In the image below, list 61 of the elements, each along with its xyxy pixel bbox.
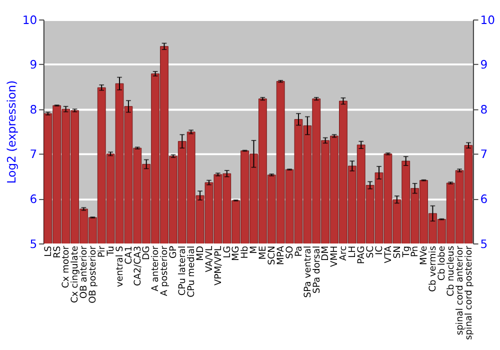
- x-tick-label: Cb lobe: [436, 246, 448, 281]
- x-tick-label: CPu lateral: [177, 246, 188, 296]
- x-tick-label: DG: [141, 246, 152, 260]
- x-tick-label: OB anterior: [78, 246, 90, 299]
- x-tick-label: VTA: [382, 245, 394, 264]
- y2-tick-label: 10: [480, 12, 495, 27]
- x-tick-label: SPa ventral: [302, 246, 314, 298]
- x-tick-label: Arc: [338, 246, 350, 261]
- x-tick-label: VMH: [329, 246, 340, 267]
- x-tick-label: spinal cord anterior: [454, 246, 466, 336]
- x-tick-label: Cx motor: [60, 246, 72, 288]
- y-tick-label: 8: [30, 102, 38, 116]
- y-tick-label: 6: [30, 192, 38, 206]
- x-tick-label: spinal cord posterior: [463, 246, 474, 340]
- x-tick-label: Hb: [240, 246, 251, 259]
- x-tick-label: MG: [230, 246, 242, 261]
- x-tick-label: PAG: [356, 246, 368, 264]
- x-tick-label: LG: [222, 246, 233, 258]
- x-tick-label: SC: [364, 246, 376, 258]
- x-tick-label: ME: [258, 246, 269, 260]
- x-tick-label: Cb nucleus: [445, 246, 456, 296]
- y-tick-label: 5: [30, 236, 38, 251]
- x-tick-label: Tg: [400, 246, 412, 258]
- x-tick-label: GP: [168, 245, 180, 258]
- x-tick-label: SPa dorsal: [311, 246, 322, 294]
- x-tick-label: Pa: [293, 246, 304, 257]
- y-tick-label: 9: [30, 58, 38, 72]
- x-tick-label: RS: [52, 246, 63, 258]
- x-tick-label: SN: [392, 246, 403, 259]
- x-tick-label: Pir: [96, 246, 108, 258]
- x-tick-label: MVe: [418, 246, 430, 265]
- x-tick-label: M: [248, 246, 260, 254]
- y2-tick-label: 7: [480, 147, 488, 162]
- x-tick-label: MPA: [275, 245, 286, 265]
- x-tick-label: CA1: [123, 246, 134, 264]
- x-tick-label: IC: [374, 246, 385, 255]
- y2-tick-label: 8: [480, 102, 488, 116]
- y2-tick-label: 5: [480, 236, 488, 251]
- x-tick-label: LH: [347, 246, 358, 258]
- y-tick-label: 10: [22, 12, 38, 27]
- y2-tick-label: 9: [480, 58, 488, 72]
- y2-tick-label: 6: [480, 192, 488, 206]
- x-tick-label: SCN: [266, 246, 278, 265]
- x-tick-label: VPM/VPL: [212, 244, 224, 286]
- x-tick-label: A anterior: [150, 246, 162, 292]
- x-tick-label: Cb vermis: [428, 246, 439, 292]
- x-tick-label: SO: [284, 246, 296, 259]
- x-tick-label: Tu: [105, 246, 116, 257]
- x-tick-label: CPu medial: [186, 246, 197, 298]
- x-tick-label: MD: [194, 246, 206, 261]
- x-tick-label: ventral S: [114, 246, 126, 287]
- x-tick-label: VA/VL: [204, 244, 215, 272]
- x-tick-label: DM: [320, 246, 332, 261]
- x-tick-label: Cx cingulate: [70, 246, 81, 303]
- x-tick-label: CA2/CA3: [132, 246, 144, 286]
- y-axis-title: Log2 (expression): [4, 80, 19, 184]
- y-tick-label: 7: [30, 147, 38, 162]
- x-tick-label: A posterior: [159, 246, 170, 296]
- x-tick-label: OB posterior: [88, 246, 99, 304]
- x-tick-label: LS: [42, 246, 54, 257]
- x-tick-label: Pn: [410, 246, 421, 258]
